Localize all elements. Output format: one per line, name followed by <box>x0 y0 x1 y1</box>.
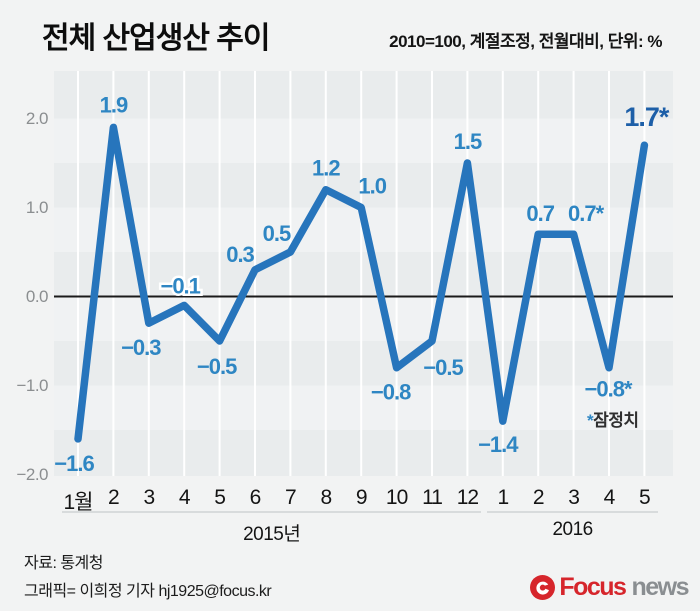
data-point-label: 1.5 <box>454 129 482 154</box>
data-point-label: 1.7* <box>624 102 670 132</box>
year-label: 2015년 <box>243 524 301 545</box>
data-point-label: 1.2 <box>312 156 340 181</box>
data-point-label: −1.6 <box>54 451 94 476</box>
x-axis-month-label: 11 <box>422 486 443 509</box>
data-point-label: −0.5 <box>423 355 463 380</box>
x-axis-month-label: 4 <box>603 486 616 509</box>
x-axis-month-label: 9 <box>355 486 368 509</box>
year-group-underline <box>486 511 659 513</box>
footnote-text: 잠정치 <box>593 411 639 430</box>
x-axis-month-label: 10 <box>385 486 408 509</box>
data-point-label: −0.5 <box>197 354 237 379</box>
x-axis-month-label: 5 <box>214 486 226 509</box>
trend-line <box>74 123 649 443</box>
plot-stripe <box>54 118 673 163</box>
chart-unit-note: 2010=100, 계절조정, 전월대비, 단위: % <box>389 32 662 51</box>
year-label: 2016 <box>552 519 593 540</box>
y-axis-tick-label: −1.0 <box>16 375 48 395</box>
plot-stripe <box>54 385 673 430</box>
data-point-label: −0.8 <box>371 380 411 405</box>
x-axis-month-label: 7 <box>285 486 297 509</box>
y-axis-tick-label: 0.0 <box>25 286 49 306</box>
data-point-label: −0.8* <box>585 377 633 402</box>
x-axis-month-label: 12 <box>456 486 479 509</box>
x-axis-month-label: 2 <box>532 486 545 509</box>
source-text: 자료: 통계청 <box>24 555 104 572</box>
data-point-label: 0.7* <box>568 201 605 226</box>
line-chart-plot-area: −1.6 1.9 −0.3 −0.1 −0.5 0.3 0.5 1.2 1.0 −0.8 −0.5 1… <box>54 71 673 476</box>
data-point-label: −0.3 <box>121 335 161 360</box>
data-point-label: 1.9 <box>100 92 128 117</box>
focus-news-logo-icon <box>530 575 556 600</box>
x-axis-month-label: 1월 <box>63 491 94 514</box>
x-axis-month-label: 4 <box>178 486 191 509</box>
focus-news-logo: Focus news <box>530 573 689 601</box>
page-title: 전체 산업생산 추이 <box>42 22 270 55</box>
logo-text-news: news <box>631 573 689 601</box>
asterisk-icon: * <box>587 411 594 430</box>
x-axis-month-label: 6 <box>249 486 262 509</box>
data-point-label: 0.3 <box>226 242 254 267</box>
data-point-label: 0.7 <box>526 201 554 226</box>
data-point-label: −0.1 <box>160 273 200 298</box>
x-axis-month-label: 1 <box>497 486 509 509</box>
x-axis-month-label: 3 <box>143 486 155 509</box>
data-point-label: 1.0 <box>358 174 386 199</box>
x-axis-month-label: 2 <box>108 486 120 509</box>
data-point-label: 0.5 <box>263 221 291 246</box>
x-axis-month-label: 5 <box>639 486 651 509</box>
x-axis-month-label: 3 <box>568 486 580 509</box>
year-group-underline <box>62 511 482 513</box>
credit-text: 그래픽= 이희정 기자 hj1925@focus.kr <box>24 583 272 600</box>
data-point-label: −1.4 <box>478 432 519 457</box>
y-axis-tick-label: −2.0 <box>16 464 48 484</box>
x-axis-month-label: 8 <box>320 486 332 509</box>
y-axis-tick-label: 1.0 <box>25 197 49 217</box>
chart-canvas: −1.6 1.9 −0.3 −0.1 −0.5 0.3 0.5 1.2 1.0 −0.8 −0.5 1… <box>54 71 673 476</box>
provisional-footnote: *잠정치 <box>587 406 639 431</box>
y-axis-tick-label: 2.0 <box>25 108 49 128</box>
logo-text-focus: Focus <box>559 573 627 601</box>
